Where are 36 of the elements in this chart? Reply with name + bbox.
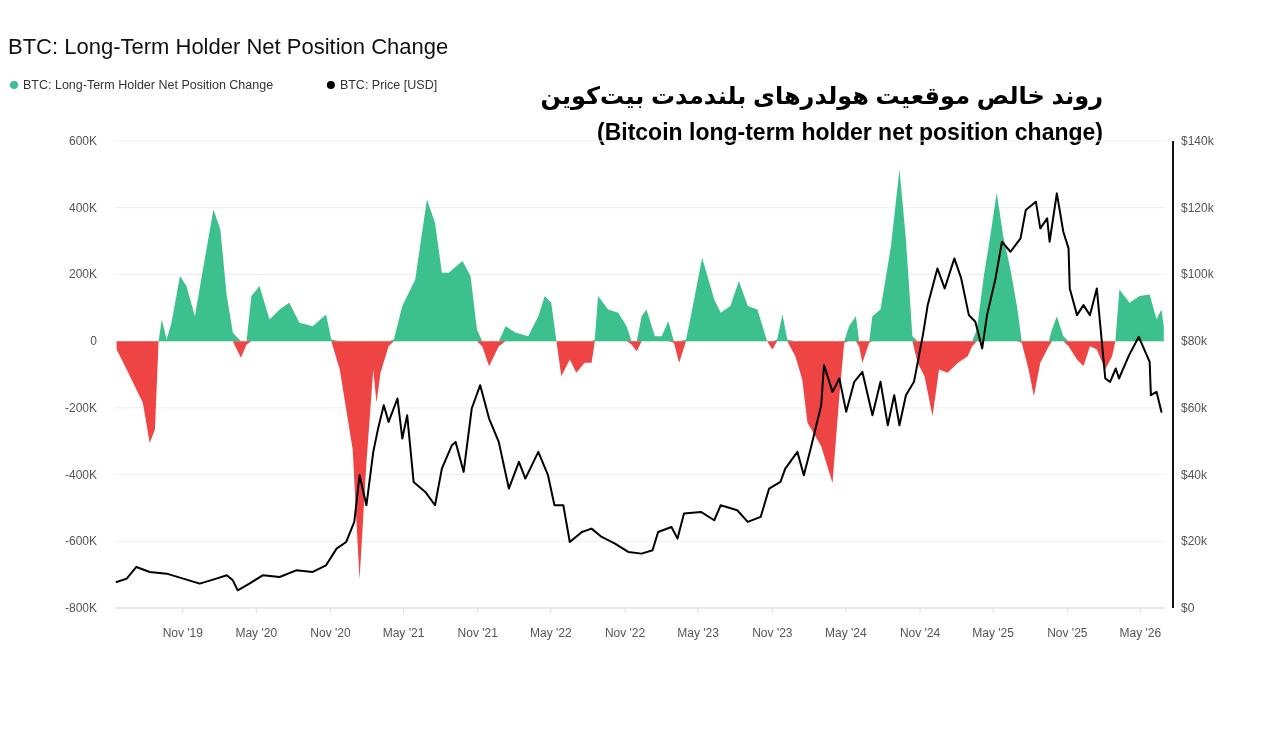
line-series (115, 192, 1163, 592)
x-tick-label: May '22 (529, 626, 572, 640)
x-tick-label: Nov '24 (899, 626, 941, 640)
x-tick-label: Nov '19 (162, 626, 204, 640)
y-tick-label: 400K (68, 200, 97, 215)
y2-tick-label: $140k (1181, 134, 1215, 148)
x-tick-label: Nov '23 (752, 626, 793, 640)
y-tick-label: -400K (64, 467, 97, 482)
x-tick-label: Nov '25 (1047, 626, 1088, 640)
y2-tick-label: $100k (1181, 267, 1215, 282)
x-tick-label: May '26 (1119, 626, 1162, 640)
y-tick-label: -600K (64, 534, 97, 549)
y2-tick-label: $20k (1181, 534, 1209, 549)
y-tick-label: 0 (90, 334, 98, 349)
x-tick-label: May '20 (235, 626, 278, 640)
legend-label: BTC: Long-Term Holder Net Position Change (23, 78, 274, 92)
y2-tick-label: $60k (1181, 400, 1209, 415)
legend-label: BTC: Price [USD] (339, 78, 438, 92)
y2-tick-label: $120k (1181, 200, 1215, 215)
y2-tick-label: $80k (1181, 334, 1209, 349)
x-tick-label: May '21 (382, 626, 425, 640)
y-tick-label: 600K (68, 134, 97, 148)
x-tick-label: Nov '22 (604, 626, 646, 640)
x-tick-label: May '25 (972, 626, 1015, 640)
y2-tick-label: $0 (1181, 601, 1195, 615)
x-tick-label: Nov '20 (310, 626, 351, 640)
x-tick-label: May '24 (824, 626, 867, 640)
chart-title: BTC: Long-Term Holder Net Position Change (8, 34, 449, 59)
annotation: (Bitcoin long-term holder net position change) (597, 119, 1103, 145)
chart-subtitle: روند خالص موقعیت هولدرهای بلندمدت بیت‌کوین (540, 82, 1103, 110)
x-tick-label: May '23 (677, 626, 720, 640)
y2-tick-label: $40k (1181, 467, 1209, 482)
y-tick-label: 200K (68, 267, 97, 282)
x-tick-label: Nov '21 (457, 626, 499, 640)
y-tick-label: -200K (64, 400, 97, 415)
y-tick-label: -800K (64, 601, 97, 615)
